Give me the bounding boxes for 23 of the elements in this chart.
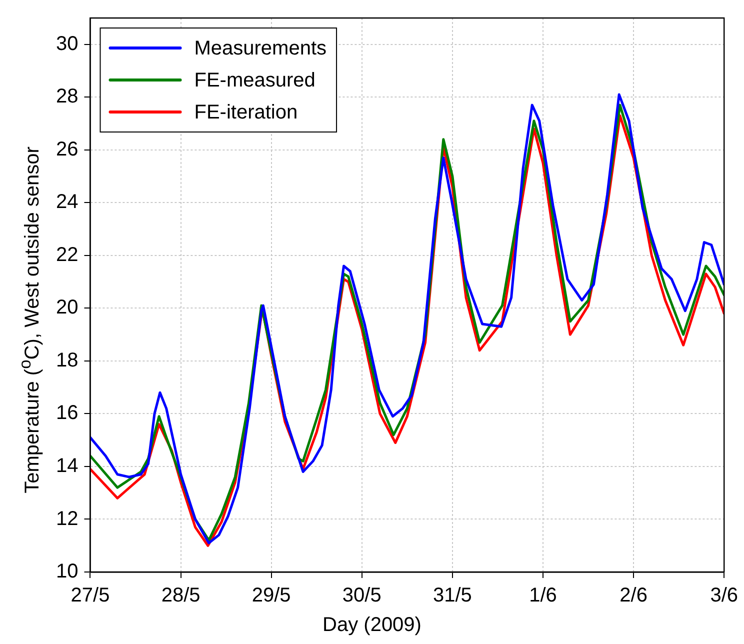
- x-axis-title: Day (2009): [322, 614, 422, 637]
- y-tick-label: 30: [56, 32, 78, 55]
- x-tick-label: 27/5: [70, 584, 110, 607]
- y-tick-label: 28: [56, 86, 78, 108]
- y-tick-label: 24: [56, 191, 78, 214]
- legend-label: FE-iteration: [194, 102, 298, 124]
- y-tick-label: 14: [56, 454, 78, 477]
- y-tick-label: 18: [56, 349, 78, 372]
- y-tick-label: 10: [56, 560, 78, 583]
- x-tick-label: 28/5: [161, 584, 200, 607]
- x-tick-label: 3/6: [710, 584, 738, 607]
- y-tick-label: 26: [56, 138, 78, 160]
- y-tick-label: 12: [56, 508, 78, 530]
- x-tick-label: 29/5: [252, 584, 291, 607]
- x-tick-label: 30/5: [342, 584, 382, 607]
- legend-label: Measurements: [194, 38, 327, 60]
- y-tick-label: 16: [56, 402, 78, 424]
- y-tick-label: 22: [56, 244, 78, 266]
- x-tick-label: 2/6: [620, 584, 648, 607]
- x-tick-label: 1/6: [529, 584, 557, 607]
- y-tick-label: 20: [56, 296, 78, 319]
- legend-label: FE-measured: [194, 70, 316, 92]
- x-tick-label: 31/5: [432, 584, 472, 607]
